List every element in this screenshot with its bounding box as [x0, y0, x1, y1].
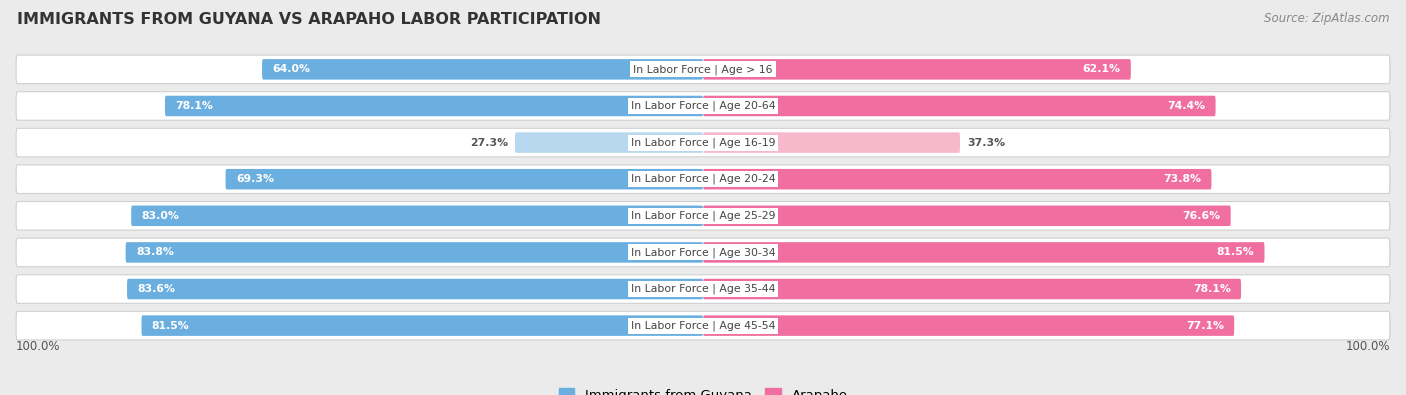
- Text: 78.1%: 78.1%: [1192, 284, 1230, 294]
- Text: 62.1%: 62.1%: [1083, 64, 1121, 74]
- Text: 37.3%: 37.3%: [967, 137, 1005, 148]
- Text: In Labor Force | Age 30-34: In Labor Force | Age 30-34: [631, 247, 775, 258]
- FancyBboxPatch shape: [703, 315, 1234, 336]
- FancyBboxPatch shape: [15, 55, 1391, 84]
- Text: In Labor Force | Age 20-24: In Labor Force | Age 20-24: [631, 174, 775, 184]
- Text: 78.1%: 78.1%: [176, 101, 214, 111]
- Text: 100.0%: 100.0%: [15, 340, 60, 354]
- FancyBboxPatch shape: [15, 238, 1391, 267]
- Text: 74.4%: 74.4%: [1167, 101, 1205, 111]
- Text: 100.0%: 100.0%: [1346, 340, 1391, 354]
- Text: 73.8%: 73.8%: [1163, 174, 1201, 184]
- Text: Source: ZipAtlas.com: Source: ZipAtlas.com: [1264, 12, 1389, 25]
- FancyBboxPatch shape: [165, 96, 703, 116]
- Text: 27.3%: 27.3%: [470, 137, 508, 148]
- Text: 81.5%: 81.5%: [152, 321, 190, 331]
- Legend: Immigrants from Guyana, Arapaho: Immigrants from Guyana, Arapaho: [554, 383, 852, 395]
- Text: 64.0%: 64.0%: [273, 64, 311, 74]
- FancyBboxPatch shape: [515, 132, 703, 153]
- FancyBboxPatch shape: [703, 132, 960, 153]
- Text: In Labor Force | Age > 16: In Labor Force | Age > 16: [633, 64, 773, 75]
- FancyBboxPatch shape: [125, 242, 703, 263]
- Text: 76.6%: 76.6%: [1182, 211, 1220, 221]
- Text: 83.0%: 83.0%: [142, 211, 180, 221]
- Text: 83.8%: 83.8%: [136, 247, 174, 258]
- FancyBboxPatch shape: [15, 92, 1391, 120]
- FancyBboxPatch shape: [262, 59, 703, 80]
- Text: 83.6%: 83.6%: [138, 284, 176, 294]
- FancyBboxPatch shape: [15, 275, 1391, 303]
- FancyBboxPatch shape: [15, 201, 1391, 230]
- Text: IMMIGRANTS FROM GUYANA VS ARAPAHO LABOR PARTICIPATION: IMMIGRANTS FROM GUYANA VS ARAPAHO LABOR …: [17, 12, 600, 27]
- FancyBboxPatch shape: [15, 165, 1391, 194]
- FancyBboxPatch shape: [703, 279, 1241, 299]
- FancyBboxPatch shape: [131, 205, 703, 226]
- Text: 69.3%: 69.3%: [236, 174, 274, 184]
- Text: In Labor Force | Age 25-29: In Labor Force | Age 25-29: [631, 211, 775, 221]
- FancyBboxPatch shape: [225, 169, 703, 190]
- Text: In Labor Force | Age 20-64: In Labor Force | Age 20-64: [631, 101, 775, 111]
- FancyBboxPatch shape: [127, 279, 703, 299]
- FancyBboxPatch shape: [142, 315, 703, 336]
- FancyBboxPatch shape: [703, 59, 1130, 80]
- FancyBboxPatch shape: [703, 242, 1264, 263]
- FancyBboxPatch shape: [703, 96, 1216, 116]
- Text: 77.1%: 77.1%: [1185, 321, 1223, 331]
- Text: In Labor Force | Age 45-54: In Labor Force | Age 45-54: [631, 320, 775, 331]
- FancyBboxPatch shape: [15, 128, 1391, 157]
- FancyBboxPatch shape: [703, 169, 1212, 190]
- Text: In Labor Force | Age 16-19: In Labor Force | Age 16-19: [631, 137, 775, 148]
- Text: 81.5%: 81.5%: [1216, 247, 1254, 258]
- FancyBboxPatch shape: [15, 311, 1391, 340]
- Text: In Labor Force | Age 35-44: In Labor Force | Age 35-44: [631, 284, 775, 294]
- FancyBboxPatch shape: [703, 205, 1230, 226]
